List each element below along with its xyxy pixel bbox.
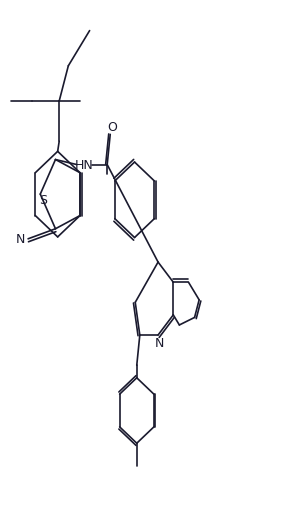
Text: O: O (108, 121, 118, 134)
Text: N: N (155, 336, 164, 349)
Text: HN: HN (75, 159, 94, 172)
Text: N: N (16, 233, 25, 246)
Text: S: S (39, 193, 47, 206)
